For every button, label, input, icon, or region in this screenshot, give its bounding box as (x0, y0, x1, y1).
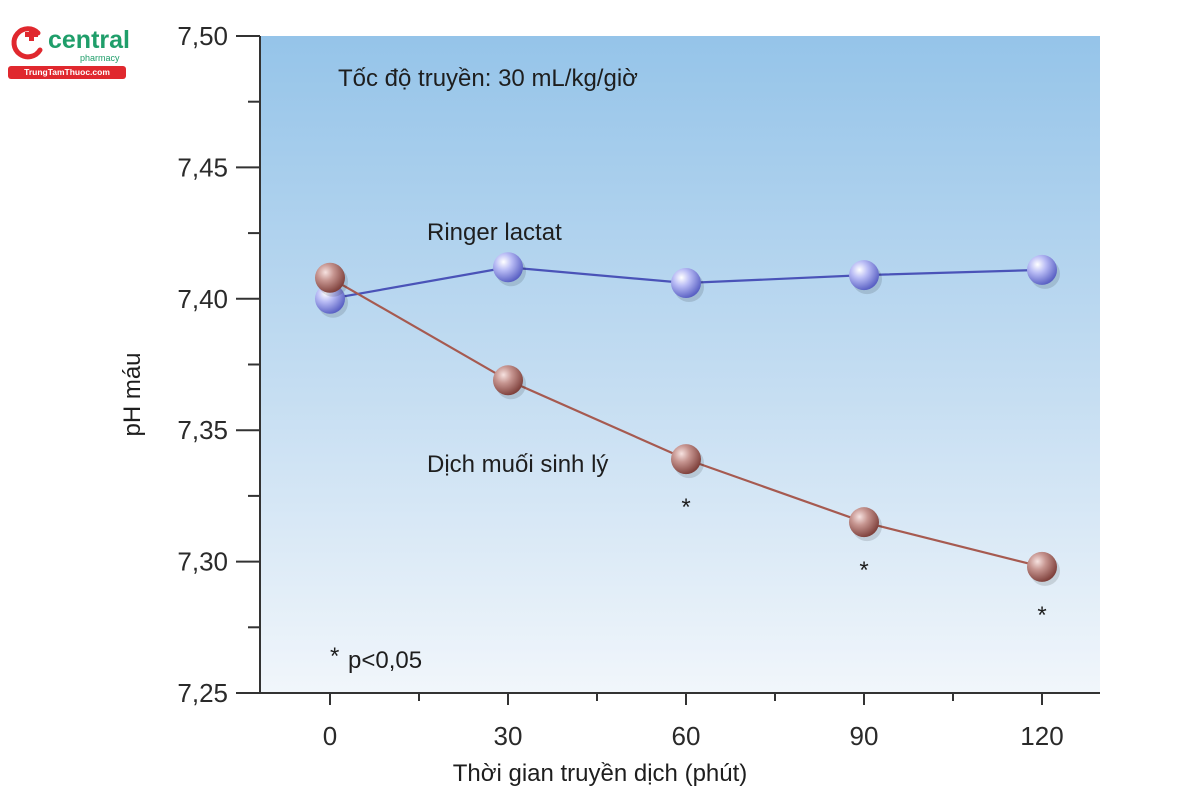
series-1-point (849, 260, 879, 291)
y-tick-label: 7,45 (177, 152, 228, 182)
series-2-point (849, 507, 879, 538)
significance-star: * (859, 557, 868, 584)
series-2-point (315, 262, 345, 293)
pvalue-note: p<0,05 (348, 647, 422, 674)
logo-subtitle: pharmacy (80, 53, 120, 63)
plot-background (260, 36, 1100, 693)
x-tick-label: 0 (323, 721, 337, 751)
significance-star: * (681, 494, 690, 521)
series-1-point (671, 268, 701, 299)
series-2-point (493, 365, 523, 396)
y-tick-label: 7,30 (177, 547, 228, 577)
y-tick-label: 7,40 (177, 284, 228, 314)
x-tick-label: 90 (850, 721, 879, 751)
x-tick-label: 30 (494, 721, 523, 751)
series-label-saline: Dịch muối sinh lý (427, 451, 608, 478)
pharmacy-cross-icon (11, 26, 43, 60)
y-tick-label: 7,25 (177, 678, 228, 708)
logo-site: TrungTamThuoc.com (8, 66, 126, 79)
series-2-point (671, 444, 701, 475)
y-axis-label: pH máu (119, 352, 146, 436)
x-axis-label: Thời gian truyền dịch (phút) (453, 760, 748, 787)
x-tick-label: 60 (672, 721, 701, 751)
y-tick-label: 7,50 (177, 21, 228, 51)
series-2-point (1027, 551, 1057, 582)
series-1-point (1027, 254, 1057, 285)
y-tick-label: 7,35 (177, 415, 228, 445)
x-tick-label: 120 (1020, 721, 1063, 751)
series-label-ringer: Ringer lactat (427, 219, 562, 246)
brand-logo: central pharmacy TrungTamThuoc.com (8, 22, 133, 82)
logo-name: central (48, 26, 130, 54)
significance-star: * (1037, 602, 1046, 629)
chart-subtitle: Tốc độ truyền: 30 mL/kg/giờ (338, 65, 638, 92)
series-1-point (315, 283, 345, 314)
series-1-point (493, 252, 523, 283)
pvalue-star: * (330, 643, 339, 670)
